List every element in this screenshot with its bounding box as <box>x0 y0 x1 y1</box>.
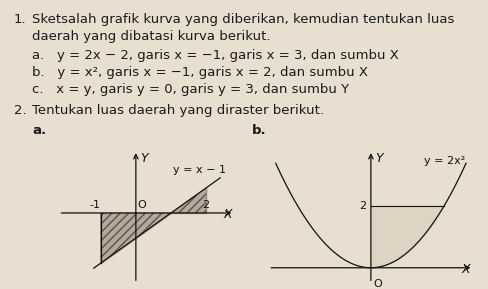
Text: a.: a. <box>32 124 46 137</box>
Text: daerah yang dibatasi kurva berikut.: daerah yang dibatasi kurva berikut. <box>32 30 270 43</box>
Text: Tentukan luas daerah yang diraster berikut.: Tentukan luas daerah yang diraster berik… <box>32 104 324 117</box>
Text: 2: 2 <box>203 200 210 210</box>
Text: c.   x = y, garis y = 0, garis y = 3, dan sumbu Y: c. x = y, garis y = 0, garis y = 3, dan … <box>32 83 349 96</box>
Text: a.   y = 2x − 2, garis x = −1, garis x = 3, dan sumbu X: a. y = 2x − 2, garis x = −1, garis x = 3… <box>32 49 399 62</box>
Text: 1.: 1. <box>14 13 27 26</box>
Text: Y: Y <box>375 152 383 165</box>
Text: y = 2x²: y = 2x² <box>424 156 465 166</box>
Text: X: X <box>224 208 232 221</box>
Text: 2.: 2. <box>14 104 27 117</box>
Text: Y: Y <box>140 151 148 164</box>
Text: Sketsalah grafik kurva yang diberikan, kemudian tentukan luas: Sketsalah grafik kurva yang diberikan, k… <box>32 13 454 26</box>
Text: b.   y = x², garis x = −1, garis x = 2, dan sumbu X: b. y = x², garis x = −1, garis x = 2, da… <box>32 66 368 79</box>
Text: 2: 2 <box>359 201 366 211</box>
Text: -1: -1 <box>90 200 101 210</box>
Text: O: O <box>374 279 383 289</box>
Text: y = x − 1: y = x − 1 <box>173 165 226 175</box>
Text: b.: b. <box>252 124 266 137</box>
Text: X: X <box>462 263 470 276</box>
Text: O: O <box>138 200 146 210</box>
